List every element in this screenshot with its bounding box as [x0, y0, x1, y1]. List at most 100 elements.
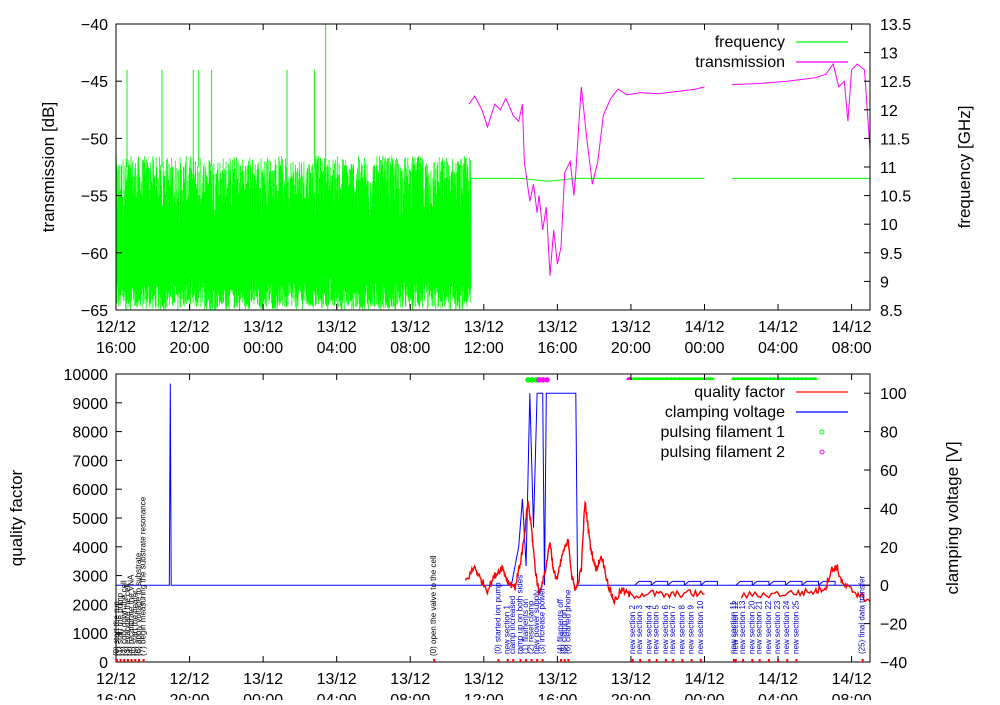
- pulsing-filament-2-point: [544, 377, 550, 383]
- annotation-label: (5) start the heater: [130, 590, 139, 656]
- bottom-x-tick-time: 16:00: [96, 692, 136, 700]
- frequency-noise-band: [116, 155, 472, 310]
- bottom-annotations: (0) start the run(1) start the pump(2) c…: [112, 496, 867, 662]
- annotation-label: (1) start the pump: [116, 592, 125, 656]
- annotation-label: (3) evacuate the cell: [123, 584, 132, 656]
- bottom-y-tick-label: 0: [99, 655, 108, 672]
- annotation-label: (5) clamp on: [560, 610, 569, 654]
- annotation-label: (25) final data transfer: [858, 575, 867, 654]
- annotation-label: ramp up on both sides: [516, 575, 525, 654]
- bottom-y2-tick-label: −20: [880, 617, 907, 634]
- top-x-tick-date: 13/12: [537, 319, 577, 336]
- bottom-y2-tick-label: 40: [880, 501, 898, 518]
- bottom-y2-tick-label: 60: [880, 463, 898, 480]
- bottom-y-axis-label: quality factor: [7, 469, 26, 566]
- annotation-label: new section 4: [644, 605, 653, 654]
- bottom-x-tick-time: 04:00: [317, 692, 357, 700]
- annotation-label: new section 1: [503, 605, 512, 654]
- bottom-y-tick-label: 7000: [72, 453, 108, 470]
- top-chart: 12/12 16:00 12/12 20:00 13/12 00:00 13/12 04:00…: [39, 17, 974, 357]
- bottom-x-tick-date: 14/12: [684, 671, 724, 688]
- bottom-x-tick-date: 13/12: [537, 671, 577, 688]
- annotation-label: (6) apply voltage to substrate: [134, 552, 143, 656]
- bottom-y-tick-label: 4000: [72, 540, 108, 557]
- top-x-tick-date: 14/12: [684, 319, 724, 336]
- clamping-voltage-line: [116, 383, 870, 586]
- legend-label-pulsing-filament-2: pulsing filament 2: [660, 444, 785, 461]
- annotation-label: (0) open the valve to the cell: [429, 555, 438, 656]
- annotation-label: (4) recalibrate the VNA: [127, 574, 136, 656]
- bottom-x-tick-time: 20:00: [611, 692, 651, 700]
- annotation-label: new section 5: [652, 605, 661, 654]
- annotation-label: new section 12: [731, 600, 740, 654]
- bottom-x-tick-date: 13/12: [243, 671, 283, 688]
- top-y2-axis-label: frequency [GHz]: [955, 106, 974, 229]
- annotation-label: (0) start the run: [112, 601, 121, 656]
- annotation-label: new section 25: [791, 600, 800, 654]
- bottom-x-tick-time: 00:00: [684, 692, 724, 700]
- annotation-label: new section 3: [635, 605, 644, 654]
- transmission-line: [468, 62, 870, 276]
- top-y2-tick-label: 9: [880, 274, 889, 291]
- legend-label-quality-factor: quality factor: [694, 384, 785, 401]
- bottom-x-tick-date: 12/12: [96, 671, 136, 688]
- bottom-x-tick-date: 13/12: [464, 671, 504, 688]
- top-y2-tick-label: 8.5: [880, 303, 902, 320]
- bottom-y2-tick-label: 20: [880, 540, 898, 557]
- bottom-y-tick-label: 2000: [72, 597, 108, 614]
- annotation-label: new section 10: [696, 600, 705, 654]
- annotation-label: (4) filaments off: [556, 598, 565, 654]
- top-y2-tick-label: 11.5: [880, 131, 910, 148]
- top-x-tick-date: 14/12: [832, 319, 872, 336]
- top-x-tick-time: 08:00: [832, 340, 872, 357]
- top-x-tick-date: 13/12: [317, 319, 357, 336]
- top-y2-tick-label: 9.5: [880, 246, 902, 263]
- bottom-y-tick-label: 5000: [72, 511, 108, 528]
- top-y2-tick-label: 12.5: [880, 74, 911, 91]
- annotation-label: (2) reset clamp: [527, 600, 536, 654]
- top-y-tick-label: −65: [81, 303, 108, 320]
- annotation-label: new section 23: [773, 600, 782, 654]
- annotation-label: new section 13: [738, 600, 747, 654]
- top-y2-tick-label: 13: [880, 46, 898, 63]
- top-x-tick-date: 13/12: [390, 319, 430, 336]
- top-x-tick-date: 13/12: [464, 319, 504, 336]
- top-x-tick-time: 20:00: [170, 340, 210, 357]
- annotation-label: new section 6: [661, 605, 670, 654]
- top-x-tick-time: 04:00: [317, 340, 357, 357]
- legend-background: [620, 380, 860, 464]
- top-y2-tick-label: 10.5: [880, 189, 911, 206]
- bottom-x-tick-time: 04:00: [758, 692, 798, 700]
- annotation-label: new section 20: [747, 600, 756, 654]
- top-x-tick-time: 04:00: [758, 340, 798, 357]
- legend-swatch-pulsing-filament-1: [819, 429, 825, 435]
- top-x-tick-time: 16:00: [96, 340, 136, 357]
- top-x-tick-date: 13/12: [243, 319, 283, 336]
- bottom-x-tick-time: 08:00: [390, 692, 430, 700]
- bottom-y2-tick-label: 100: [880, 386, 907, 403]
- bottom-chart: 12/12 16:00 12/12 20:00 13/12 00:00 13/12 04:00…: [7, 367, 962, 705]
- bottom-y2-tick-label: 0: [880, 578, 889, 595]
- clamping-voltage-sawtooth: [634, 580, 836, 586]
- quality-factor-line: [464, 500, 870, 606]
- bottom-x-tick-date: 13/12: [611, 671, 651, 688]
- annotation-label: (7) begin measuring the substrate resona…: [139, 496, 148, 656]
- top-x-tick-time: 00:00: [684, 340, 724, 357]
- top-x-tick-time: 08:00: [390, 340, 430, 357]
- annotation-label: new section 8: [677, 605, 686, 654]
- bottom-y-tick-label: 3000: [72, 569, 108, 586]
- bottom-y-tick-label: 1000: [72, 626, 108, 643]
- legend-label-frequency: frequency: [715, 34, 785, 51]
- annotation-label: (2) cool down the cell: [119, 580, 128, 656]
- top-x-tick-date: 12/12: [96, 319, 136, 336]
- top-y-tick-label: −45: [81, 74, 108, 91]
- bottom-x-tick-date: 13/12: [317, 671, 357, 688]
- bottom-y-tick-label: 9000: [72, 396, 108, 413]
- bottom-x-tick-time: 00:00: [243, 692, 283, 700]
- legend-swatch-pulsing-filament-2: [819, 449, 825, 455]
- legend-label-transmission: transmission: [695, 54, 785, 71]
- top-x-tick-time: 00:00: [243, 340, 283, 357]
- annotation-label: (0) started ion pump: [494, 582, 503, 654]
- top-y2-tick-label: 13.5: [880, 17, 911, 34]
